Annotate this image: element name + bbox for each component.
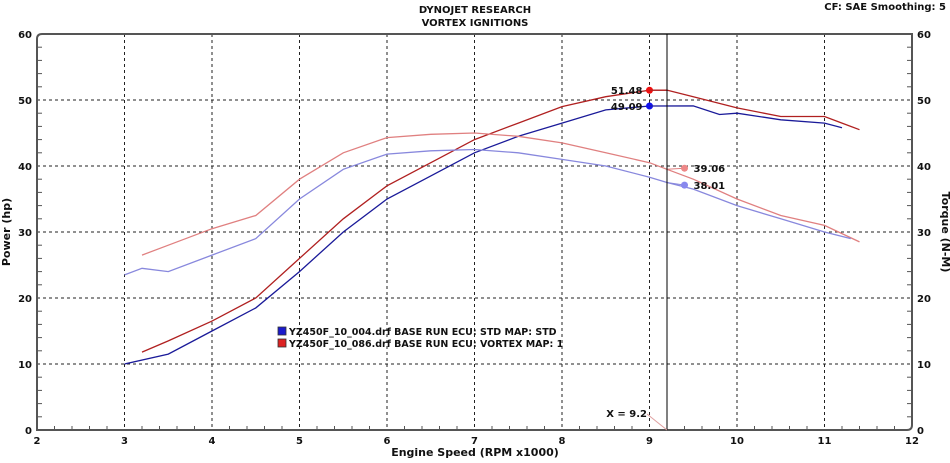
plot-frame	[36, 33, 913, 431]
x-tick-label: 4	[209, 436, 216, 447]
chart-subtitle: VORTEX IGNITIONS	[422, 18, 529, 29]
chart-title: DYNOJET RESEARCH	[419, 5, 531, 16]
y2-tick-label: 20	[917, 294, 931, 305]
x-tick-label: 8	[559, 436, 566, 447]
legend-swatch-red	[277, 338, 287, 348]
y-tick-label: 20	[18, 294, 32, 305]
x-tick-label: 10	[730, 436, 744, 447]
marker-value-label: 39.06	[694, 164, 726, 175]
legend-label-blue: YZ450F_10_004.drf BASE RUN ECU: STD MAP:…	[288, 327, 557, 338]
x-tick-label: 11	[818, 436, 832, 447]
series-line-blue-torque	[124, 148, 851, 276]
y-tick-label: 40	[18, 162, 32, 173]
series-line-red-torque	[141, 132, 860, 256]
y2-tick-label: 0	[917, 426, 924, 437]
y-axis-label: Power (hp)	[0, 198, 13, 266]
y-tick-label: 10	[18, 360, 32, 371]
x-axis-label: Engine Speed (RPM x1000)	[391, 446, 559, 459]
x-tick-label: 12	[905, 436, 919, 447]
x-tick-label: 3	[121, 436, 128, 447]
marker-value-label: 49.09	[611, 102, 643, 113]
series-line-blue-power	[124, 105, 843, 365]
y2-axis-label: Torque (N-M)	[939, 192, 950, 273]
y-tick-label: 50	[18, 96, 32, 107]
y2-tick-label: 10	[917, 360, 931, 371]
y2-tick-label: 50	[917, 96, 931, 107]
cursor-label-leader	[646, 413, 668, 431]
y2-tick-label: 40	[917, 162, 931, 173]
x-tick-label: 2	[34, 436, 41, 447]
marker-value-label: 51.48	[611, 86, 643, 97]
x-tick-label: 5	[296, 436, 303, 447]
marker-value-label: 38.01	[694, 181, 726, 192]
x-tick-label: 7	[471, 436, 478, 447]
y-tick-label: 60	[18, 30, 32, 41]
y-tick-label: 0	[25, 426, 32, 437]
series-marker-red-torque	[681, 164, 688, 172]
y2-tick-label: 30	[917, 228, 931, 239]
series-marker-blue-torque	[681, 181, 688, 189]
x-tick-label: 6	[384, 436, 391, 447]
chart-info: CF: SAE Smoothing: 5	[824, 2, 946, 13]
legend-swatch-blue	[277, 326, 287, 336]
legend: YZ450F_10_004.drf BASE RUN ECU: STD MAP:…	[277, 326, 563, 350]
cursor-label: X = 9.2	[606, 409, 647, 420]
series-line-red-power	[141, 89, 860, 353]
x-tick-label: 9	[646, 436, 653, 447]
y2-tick-label: 60	[917, 30, 931, 41]
legend-label-red: YZ450F_10_086.drf BASE RUN ECU: VORTEX M…	[288, 339, 563, 350]
y-tick-label: 30	[18, 228, 32, 239]
